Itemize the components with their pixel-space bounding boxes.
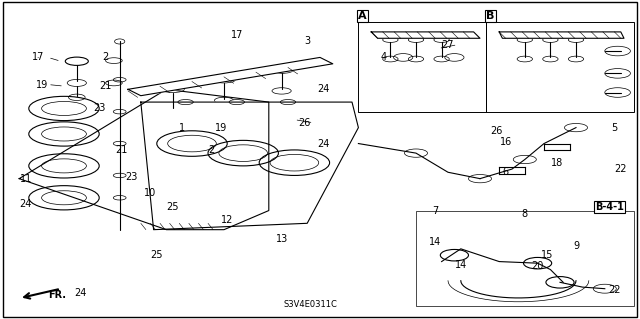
Text: 7: 7 [432, 205, 438, 216]
Text: 8: 8 [522, 209, 528, 219]
Text: 24: 24 [317, 138, 330, 149]
Text: 1: 1 [179, 122, 186, 133]
Ellipse shape [280, 100, 296, 105]
Text: A: A [358, 11, 367, 21]
Text: 26: 26 [298, 118, 310, 128]
Text: 11: 11 [19, 174, 32, 184]
Bar [486, 22, 634, 112]
Text: 23: 23 [125, 172, 138, 182]
Text: 5: 5 [611, 122, 618, 133]
Text: 17: 17 [230, 30, 243, 40]
Text: 4: 4 [381, 52, 387, 63]
Ellipse shape [106, 58, 122, 63]
Ellipse shape [229, 100, 244, 105]
Text: 18: 18 [550, 158, 563, 168]
Bar [358, 22, 486, 112]
Text: 27: 27 [442, 40, 454, 50]
Text: 13: 13 [275, 234, 288, 244]
Polygon shape [141, 102, 358, 230]
Bar [416, 211, 634, 306]
Ellipse shape [106, 80, 122, 86]
Text: 22: 22 [614, 164, 627, 174]
Text: 21: 21 [115, 145, 128, 155]
Text: 25: 25 [166, 202, 179, 212]
Text: 16: 16 [499, 137, 512, 147]
Text: 6: 6 [502, 167, 509, 177]
Text: 24: 24 [317, 84, 330, 94]
Text: 20: 20 [531, 261, 544, 271]
Text: 10: 10 [144, 188, 157, 198]
Polygon shape [499, 32, 624, 38]
Text: 17: 17 [32, 52, 45, 63]
Text: 14: 14 [429, 237, 442, 248]
Polygon shape [19, 89, 269, 230]
Text: 2: 2 [208, 145, 214, 155]
Text: FR.: FR. [48, 290, 66, 300]
Ellipse shape [178, 100, 193, 105]
Text: 22: 22 [608, 285, 621, 295]
Text: 23: 23 [93, 103, 106, 114]
Text: 12: 12 [221, 215, 234, 225]
Text: 15: 15 [541, 250, 554, 260]
Text: 2: 2 [102, 52, 109, 63]
Text: 14: 14 [454, 260, 467, 270]
Polygon shape [371, 32, 480, 38]
Text: 24: 24 [74, 288, 86, 299]
Polygon shape [128, 57, 333, 96]
Text: 9: 9 [573, 241, 579, 251]
Text: B-4-1: B-4-1 [595, 202, 624, 212]
Ellipse shape [115, 39, 125, 44]
Text: 26: 26 [490, 126, 502, 136]
Text: 19: 19 [214, 122, 227, 133]
Text: 19: 19 [35, 79, 48, 90]
Text: S3V4E0311C: S3V4E0311C [284, 300, 337, 309]
Text: 3: 3 [304, 36, 310, 47]
Text: B: B [486, 11, 495, 21]
Text: 21: 21 [99, 81, 112, 91]
Text: 25: 25 [150, 250, 163, 260]
Text: 24: 24 [19, 199, 32, 209]
